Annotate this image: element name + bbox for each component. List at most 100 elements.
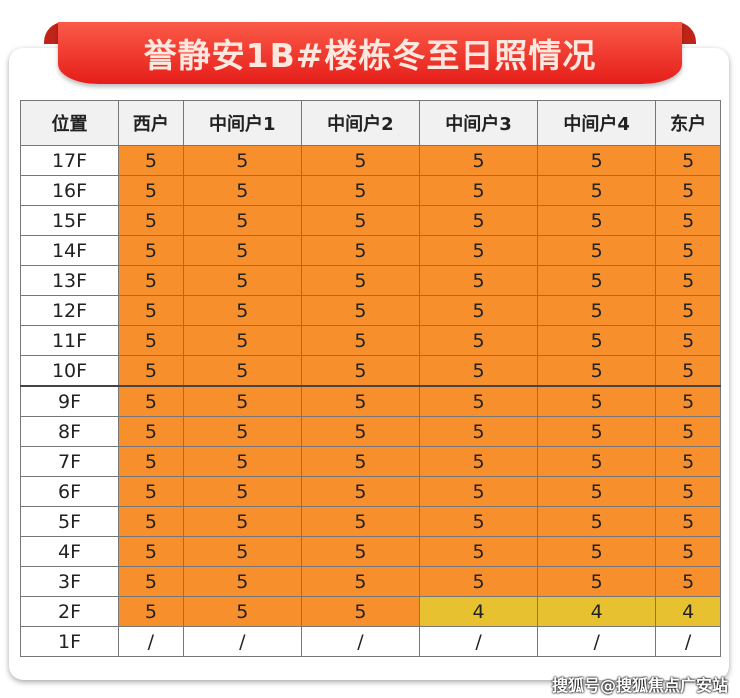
hours-cell: 4	[655, 596, 721, 627]
hours-cell: 5	[537, 476, 657, 507]
hours-cell: 5	[655, 385, 721, 417]
hours-cell: 5	[418, 476, 539, 507]
hours-cell: 5	[300, 416, 420, 447]
hours-cell: 5	[537, 175, 657, 206]
floor-cell: 2F	[20, 596, 119, 627]
hours-cell: 5	[182, 325, 302, 356]
hours-cell: 5	[118, 235, 184, 266]
floor-cell: 3F	[20, 566, 119, 597]
hours-cell: 5	[118, 536, 184, 567]
hours-cell: /	[655, 626, 721, 657]
floor-cell: 11F	[20, 325, 119, 356]
hours-cell: 5	[655, 355, 721, 387]
hours-cell: 5	[182, 205, 302, 236]
table-row: 16F 5 5 5 5 5 5	[20, 175, 721, 206]
hours-cell: 5	[537, 536, 657, 567]
floor-cell: 16F	[20, 175, 119, 206]
hours-cell: 5	[655, 476, 721, 507]
hours-cell: 5	[300, 566, 420, 597]
hours-cell: 5	[655, 325, 721, 356]
hours-cell: 5	[655, 295, 721, 326]
hours-cell: 5	[182, 175, 302, 206]
hours-cell: 5	[418, 205, 539, 236]
hours-cell: 5	[537, 566, 657, 597]
hours-cell: 5	[418, 536, 539, 567]
hours-cell: 5	[300, 265, 420, 296]
hours-cell: 5	[182, 476, 302, 507]
hours-cell: 5	[118, 265, 184, 296]
hours-cell: 5	[418, 175, 539, 206]
column-header: 中间户2	[300, 100, 420, 146]
floor-cell: 1F	[20, 626, 119, 657]
table-row: 3F 5 5 5 5 5 5	[20, 566, 721, 597]
hours-cell: 5	[118, 416, 184, 447]
title-banner: 誉静安1B#楼栋冬至日照情况	[58, 22, 682, 84]
hours-cell: /	[182, 626, 302, 657]
table-row: 5F 5 5 5 5 5 5	[20, 506, 721, 537]
table-row: 6F 5 5 5 5 5 5	[20, 476, 721, 507]
table-row: 8F 5 5 5 5 5 5	[20, 416, 721, 447]
hours-cell: 5	[537, 265, 657, 296]
table-row: 14F 5 5 5 5 5 5	[20, 235, 721, 266]
hours-cell: 5	[300, 476, 420, 507]
table-row: 4F 5 5 5 5 5 5	[20, 536, 721, 567]
hours-cell: 5	[182, 506, 302, 537]
hours-cell: 5	[655, 416, 721, 447]
hours-cell: 5	[118, 385, 184, 417]
floor-cell: 14F	[20, 235, 119, 266]
hours-cell: 5	[418, 506, 539, 537]
table-row: 9F 5 5 5 5 5 5	[20, 385, 721, 417]
hours-cell: 5	[537, 506, 657, 537]
hours-cell: 5	[182, 385, 302, 417]
hours-cell: 5	[118, 295, 184, 326]
column-header: 位置	[20, 100, 119, 146]
hours-cell: /	[118, 626, 184, 657]
hours-cell: 5	[537, 295, 657, 326]
table-row: 7F 5 5 5 5 5 5	[20, 446, 721, 477]
hours-cell: 5	[418, 416, 539, 447]
hours-cell: 5	[300, 446, 420, 477]
hours-cell: 4	[537, 596, 657, 627]
header-row: 位置 西户 中间户1 中间户2 中间户3 中间户4 东户	[20, 100, 721, 146]
hours-cell: 5	[418, 325, 539, 356]
floor-cell: 13F	[20, 265, 119, 296]
hours-cell: 5	[655, 235, 721, 266]
column-header: 中间户4	[537, 100, 657, 146]
hours-cell: 5	[118, 446, 184, 477]
hours-cell: 5	[418, 385, 539, 417]
floor-cell: 8F	[20, 416, 119, 447]
hours-cell: 5	[300, 536, 420, 567]
floor-cell: 7F	[20, 446, 119, 477]
hours-cell: 5	[655, 536, 721, 567]
hours-cell: 5	[300, 145, 420, 176]
hours-cell: /	[418, 626, 539, 657]
hours-cell: 5	[118, 145, 184, 176]
hours-cell: 5	[300, 175, 420, 206]
hours-cell: 5	[418, 355, 539, 387]
hours-cell: 5	[537, 446, 657, 477]
hours-cell: 5	[182, 566, 302, 597]
hours-cell: 5	[418, 446, 539, 477]
column-header: 东户	[655, 100, 721, 146]
table-row: 2F 5 5 5 4 4 4	[20, 596, 721, 627]
hours-cell: 5	[118, 566, 184, 597]
table-row: 11F 5 5 5 5 5 5	[20, 325, 721, 356]
table-row: 13F 5 5 5 5 5 5	[20, 265, 721, 296]
hours-cell: 5	[300, 205, 420, 236]
hours-cell: 5	[655, 175, 721, 206]
hours-cell: 5	[418, 145, 539, 176]
hours-cell: 5	[182, 145, 302, 176]
hours-cell: 5	[182, 596, 302, 627]
sunlight-table: 位置 西户 中间户1 中间户2 中间户3 中间户4 东户 17F 5 5 5 5 5 5 16F 5 5 5 5 5…	[20, 100, 721, 657]
hours-cell: 5	[300, 355, 420, 387]
floor-cell: 6F	[20, 476, 119, 507]
floor-cell: 5F	[20, 506, 119, 537]
hours-cell: 5	[182, 446, 302, 477]
hours-cell: 5	[537, 145, 657, 176]
hours-cell: 5	[300, 596, 420, 627]
hours-cell: 5	[418, 295, 539, 326]
hours-cell: /	[300, 626, 420, 657]
floor-cell: 12F	[20, 295, 119, 326]
floor-cell: 9F	[20, 385, 119, 417]
hours-cell: 5	[118, 476, 184, 507]
